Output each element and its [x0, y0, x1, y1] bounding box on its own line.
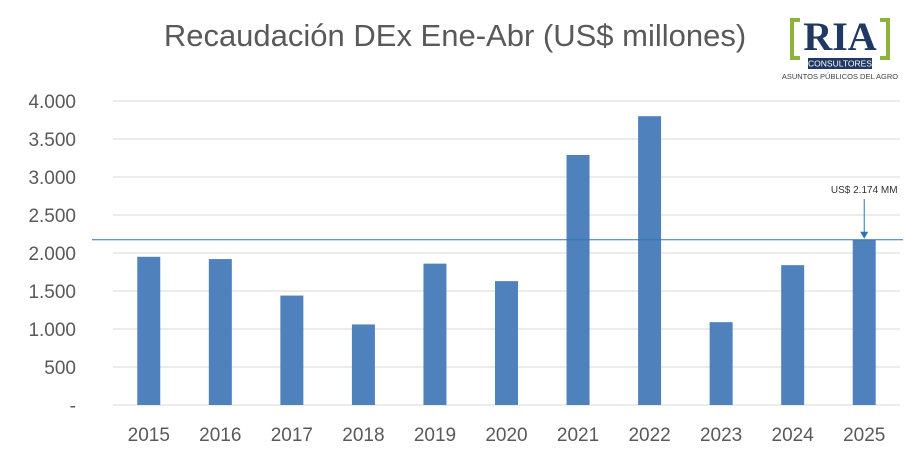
- x-tick-label: 2025: [843, 425, 885, 446]
- ria-logo: RIA CONSULTORES ASUNTOS PÚBLICOS DEL AGR…: [782, 14, 898, 81]
- x-tick-label: 2023: [700, 425, 742, 446]
- x-tick-label: 2024: [772, 425, 815, 446]
- x-axis-ticks: 2015 2016 2017 2018 2019 2020 2021 2022 2023 2024…: [128, 425, 886, 446]
- logo-tagline: ASUNTOS PÚBLICOS DEL AGRO: [782, 72, 898, 81]
- x-tick-label: 2017: [271, 425, 313, 446]
- bar-2016: [208, 259, 232, 405]
- bar-2024: [781, 265, 805, 405]
- x-tick-label: 2016: [199, 425, 241, 446]
- bar-2022: [638, 116, 662, 405]
- gridlines: [113, 100, 900, 406]
- logo-subtitle: CONSULTORES: [808, 59, 872, 69]
- bar-2019: [423, 263, 447, 405]
- x-tick-label: 2022: [628, 425, 670, 446]
- bar-2015: [137, 256, 161, 405]
- logo-bracket-right: [880, 18, 890, 60]
- y-tick-label: 3.000: [28, 168, 76, 189]
- x-tick-label: 2015: [128, 425, 170, 446]
- x-tick-label: 2018: [342, 425, 384, 446]
- logo-text: RIA: [803, 14, 876, 59]
- logo-bracket-left: [790, 18, 800, 60]
- y-tick-label: -: [70, 396, 76, 417]
- y-tick-label: 500: [44, 358, 76, 379]
- y-axis-ticks: - 500 1.000 1.500 2.000 2.500 3.000 3.500 4.000: [28, 92, 76, 417]
- y-tick-label: 1.500: [28, 282, 76, 303]
- bars: [137, 116, 876, 405]
- annotation-label: US$ 2.174 MM: [831, 185, 898, 196]
- bar-2018: [351, 324, 375, 405]
- x-tick-label: 2020: [485, 425, 527, 446]
- logo-band: [808, 58, 872, 69]
- y-tick-label: 3.500: [28, 130, 76, 151]
- bar-2025: [852, 239, 876, 405]
- bar-2023: [709, 322, 733, 405]
- bar-2020: [495, 281, 518, 405]
- y-tick-label: 2.500: [28, 206, 76, 227]
- y-tick-label: 1.000: [28, 320, 76, 341]
- y-tick-label: 4.000: [28, 92, 76, 113]
- bar-2021: [566, 154, 590, 405]
- annotation-group: US$ 2.174 MM: [831, 185, 898, 239]
- x-tick-label: 2021: [557, 425, 599, 446]
- x-tick-label: 2019: [414, 425, 456, 446]
- bar-2017: [280, 295, 304, 405]
- chart-title: Recaudación DEx Ene-Abr (US$ millones): [164, 18, 746, 53]
- y-tick-label: 2.000: [28, 244, 76, 265]
- annotation-arrow-head: [860, 231, 869, 239]
